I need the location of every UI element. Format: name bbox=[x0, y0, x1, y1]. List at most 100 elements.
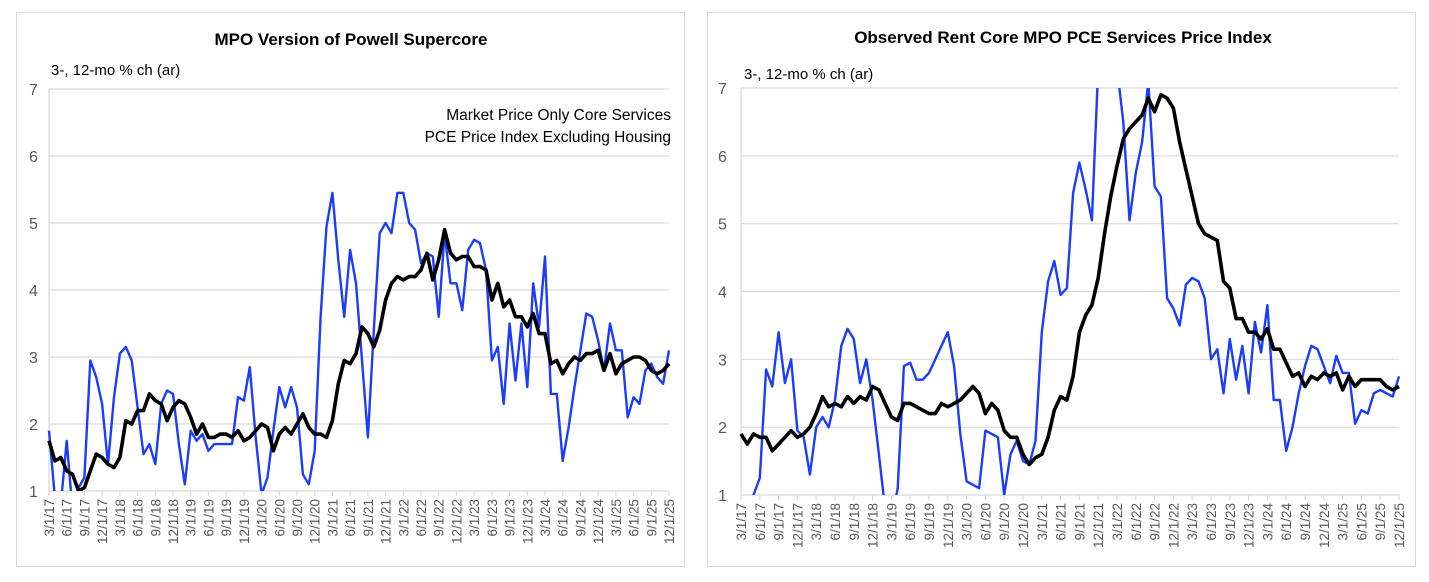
x-tick-label: 12/1/23 bbox=[1242, 503, 1257, 548]
x-tick-label: 3/1/19 bbox=[184, 499, 199, 537]
x-tick-label: 6/1/17 bbox=[753, 503, 768, 541]
chart-panel-right: Observed Rent Core MPO PCE Services Pric… bbox=[707, 12, 1416, 567]
y-axis-unit-label: 3-, 12-mo % ch (ar) bbox=[51, 62, 180, 79]
x-tick-label: 3/1/18 bbox=[809, 503, 824, 541]
x-tick-label: 12/1/17 bbox=[95, 499, 110, 544]
series-annotation-line-1: Market Price Only Core Services bbox=[446, 107, 671, 124]
x-tick-label: 9/1/23 bbox=[503, 499, 518, 537]
x-tick-label: 6/1/20 bbox=[272, 499, 287, 537]
x-tick-label: 3/1/20 bbox=[960, 503, 975, 541]
x-tick-label: 6/1/20 bbox=[978, 503, 993, 541]
x-tick-label: 9/1/17 bbox=[772, 503, 787, 541]
chart-right: Observed Rent Core MPO PCE Services Pric… bbox=[718, 28, 1407, 549]
x-tick-label: 9/1/21 bbox=[1072, 503, 1087, 541]
x-tick-label: 12/1/17 bbox=[790, 503, 805, 548]
x-tick-label: 6/1/18 bbox=[131, 499, 146, 537]
y-tick-label: 3 bbox=[718, 352, 727, 369]
x-tick-label: 12/1/19 bbox=[941, 503, 956, 548]
chart-title: Observed Rent Core MPO PCE Services Pric… bbox=[854, 28, 1272, 47]
x-tick-label: 12/1/20 bbox=[1016, 503, 1031, 548]
series-line-3mo bbox=[47, 191, 671, 491]
y-tick-label: 3 bbox=[29, 350, 38, 367]
y-tick-label: 1 bbox=[29, 484, 38, 501]
series-line-12mo bbox=[47, 227, 671, 491]
x-tick-label: 12/1/22 bbox=[1166, 503, 1181, 548]
x-tick-label: 9/1/25 bbox=[1373, 503, 1388, 541]
x-tick-label: 12/1/21 bbox=[379, 499, 394, 544]
x-tick-label: 3/1/18 bbox=[113, 499, 128, 537]
x-tick-label: 3/1/17 bbox=[734, 503, 749, 541]
x-tick-label: 6/1/25 bbox=[1354, 503, 1369, 541]
y-tick-label: 5 bbox=[718, 217, 727, 234]
x-tick-label: 3/1/25 bbox=[1336, 503, 1351, 541]
y-tick-label: 4 bbox=[718, 285, 727, 302]
x-tick-label: 9/1/22 bbox=[1148, 503, 1163, 541]
y-tick-label: 2 bbox=[29, 417, 38, 434]
x-tick-label: 12/1/21 bbox=[1091, 503, 1106, 548]
x-tick-label: 12/1/20 bbox=[308, 499, 323, 544]
y-tick-label: 6 bbox=[29, 149, 38, 166]
y-tick-label: 7 bbox=[29, 82, 38, 99]
x-tick-label: 12/1/24 bbox=[1317, 503, 1332, 549]
x-tick-label: 9/1/24 bbox=[573, 499, 588, 537]
chart-left: MPO Version of Powell Supercore 3-, 12-m… bbox=[29, 30, 677, 545]
y-tick-label: 1 bbox=[718, 488, 727, 505]
x-tick-label: 6/1/18 bbox=[828, 503, 843, 541]
x-tick-label: 9/1/23 bbox=[1223, 503, 1238, 541]
x-tick-label: 6/1/21 bbox=[1054, 503, 1069, 541]
x-tick-label: 9/1/18 bbox=[847, 503, 862, 541]
x-tick-label: 3/1/17 bbox=[42, 499, 57, 537]
x-tick-label: 6/1/24 bbox=[556, 499, 571, 537]
series-annotation-line-2: PCE Price Index Excluding Housing bbox=[425, 129, 671, 146]
x-tick-label: 12/1/25 bbox=[1392, 503, 1407, 548]
x-tick-label: 3/1/24 bbox=[538, 499, 553, 537]
chart-title: MPO Version of Powell Supercore bbox=[214, 30, 487, 49]
y-axis-unit-label: 3-, 12-mo % ch (ar) bbox=[744, 66, 873, 83]
y-tick-label: 4 bbox=[29, 283, 38, 300]
y-tick-label: 7 bbox=[718, 81, 727, 98]
x-tick-label: 6/1/22 bbox=[1129, 503, 1144, 541]
x-tick-label: 6/1/24 bbox=[1279, 503, 1294, 541]
x-tick-label: 9/1/19 bbox=[922, 503, 937, 541]
x-tick-label: 9/1/20 bbox=[997, 503, 1012, 541]
x-tick-label: 3/1/24 bbox=[1260, 503, 1275, 541]
x-tick-label: 12/1/23 bbox=[520, 499, 535, 544]
x-tick-label: 3/1/23 bbox=[1185, 503, 1200, 541]
x-tick-label: 9/1/21 bbox=[361, 499, 376, 537]
x-tick-label: 3/1/22 bbox=[1110, 503, 1125, 541]
y-tick-label: 5 bbox=[29, 216, 38, 233]
x-tick-label: 9/1/19 bbox=[219, 499, 234, 537]
x-tick-label: 6/1/17 bbox=[60, 499, 75, 537]
x-tick-label: 3/1/19 bbox=[884, 503, 899, 541]
x-tick-label: 6/1/22 bbox=[414, 499, 429, 537]
x-tick-label: 6/1/19 bbox=[903, 503, 918, 541]
x-tick-label: 6/1/19 bbox=[201, 499, 216, 537]
x-tick-label: 12/1/25 bbox=[662, 499, 677, 544]
x-tick-label: 12/1/18 bbox=[866, 503, 881, 548]
y-tick-label: 2 bbox=[718, 420, 727, 437]
series-line-3mo bbox=[752, 88, 1401, 495]
y-tick-label: 6 bbox=[718, 149, 727, 166]
x-tick-label: 3/1/25 bbox=[609, 499, 624, 537]
x-tick-label: 9/1/20 bbox=[290, 499, 305, 537]
chart-panel-left: MPO Version of Powell Supercore 3-, 12-m… bbox=[16, 12, 685, 567]
x-tick-label: 3/1/22 bbox=[396, 499, 411, 537]
x-tick-label: 12/1/19 bbox=[237, 499, 252, 544]
x-tick-label: 9/1/18 bbox=[148, 499, 163, 537]
x-tick-label: 3/1/21 bbox=[1035, 503, 1050, 541]
x-tick-label: 12/1/22 bbox=[449, 499, 464, 544]
x-tick-label: 12/1/24 bbox=[591, 499, 606, 545]
series-line-12mo bbox=[739, 93, 1400, 467]
x-tick-label: 9/1/17 bbox=[77, 499, 92, 537]
x-tick-label: 6/1/23 bbox=[485, 499, 500, 537]
x-tick-label: 3/1/20 bbox=[255, 499, 270, 537]
x-tick-label: 6/1/23 bbox=[1204, 503, 1219, 541]
x-tick-label: 9/1/25 bbox=[644, 499, 659, 537]
x-tick-label: 12/1/18 bbox=[166, 499, 181, 544]
x-tick-label: 6/1/25 bbox=[627, 499, 642, 537]
x-tick-label: 6/1/21 bbox=[343, 499, 358, 537]
x-tick-label: 9/1/22 bbox=[432, 499, 447, 537]
x-tick-label: 3/1/23 bbox=[467, 499, 482, 537]
x-tick-label: 3/1/21 bbox=[325, 499, 340, 537]
x-tick-label: 9/1/24 bbox=[1298, 503, 1313, 541]
